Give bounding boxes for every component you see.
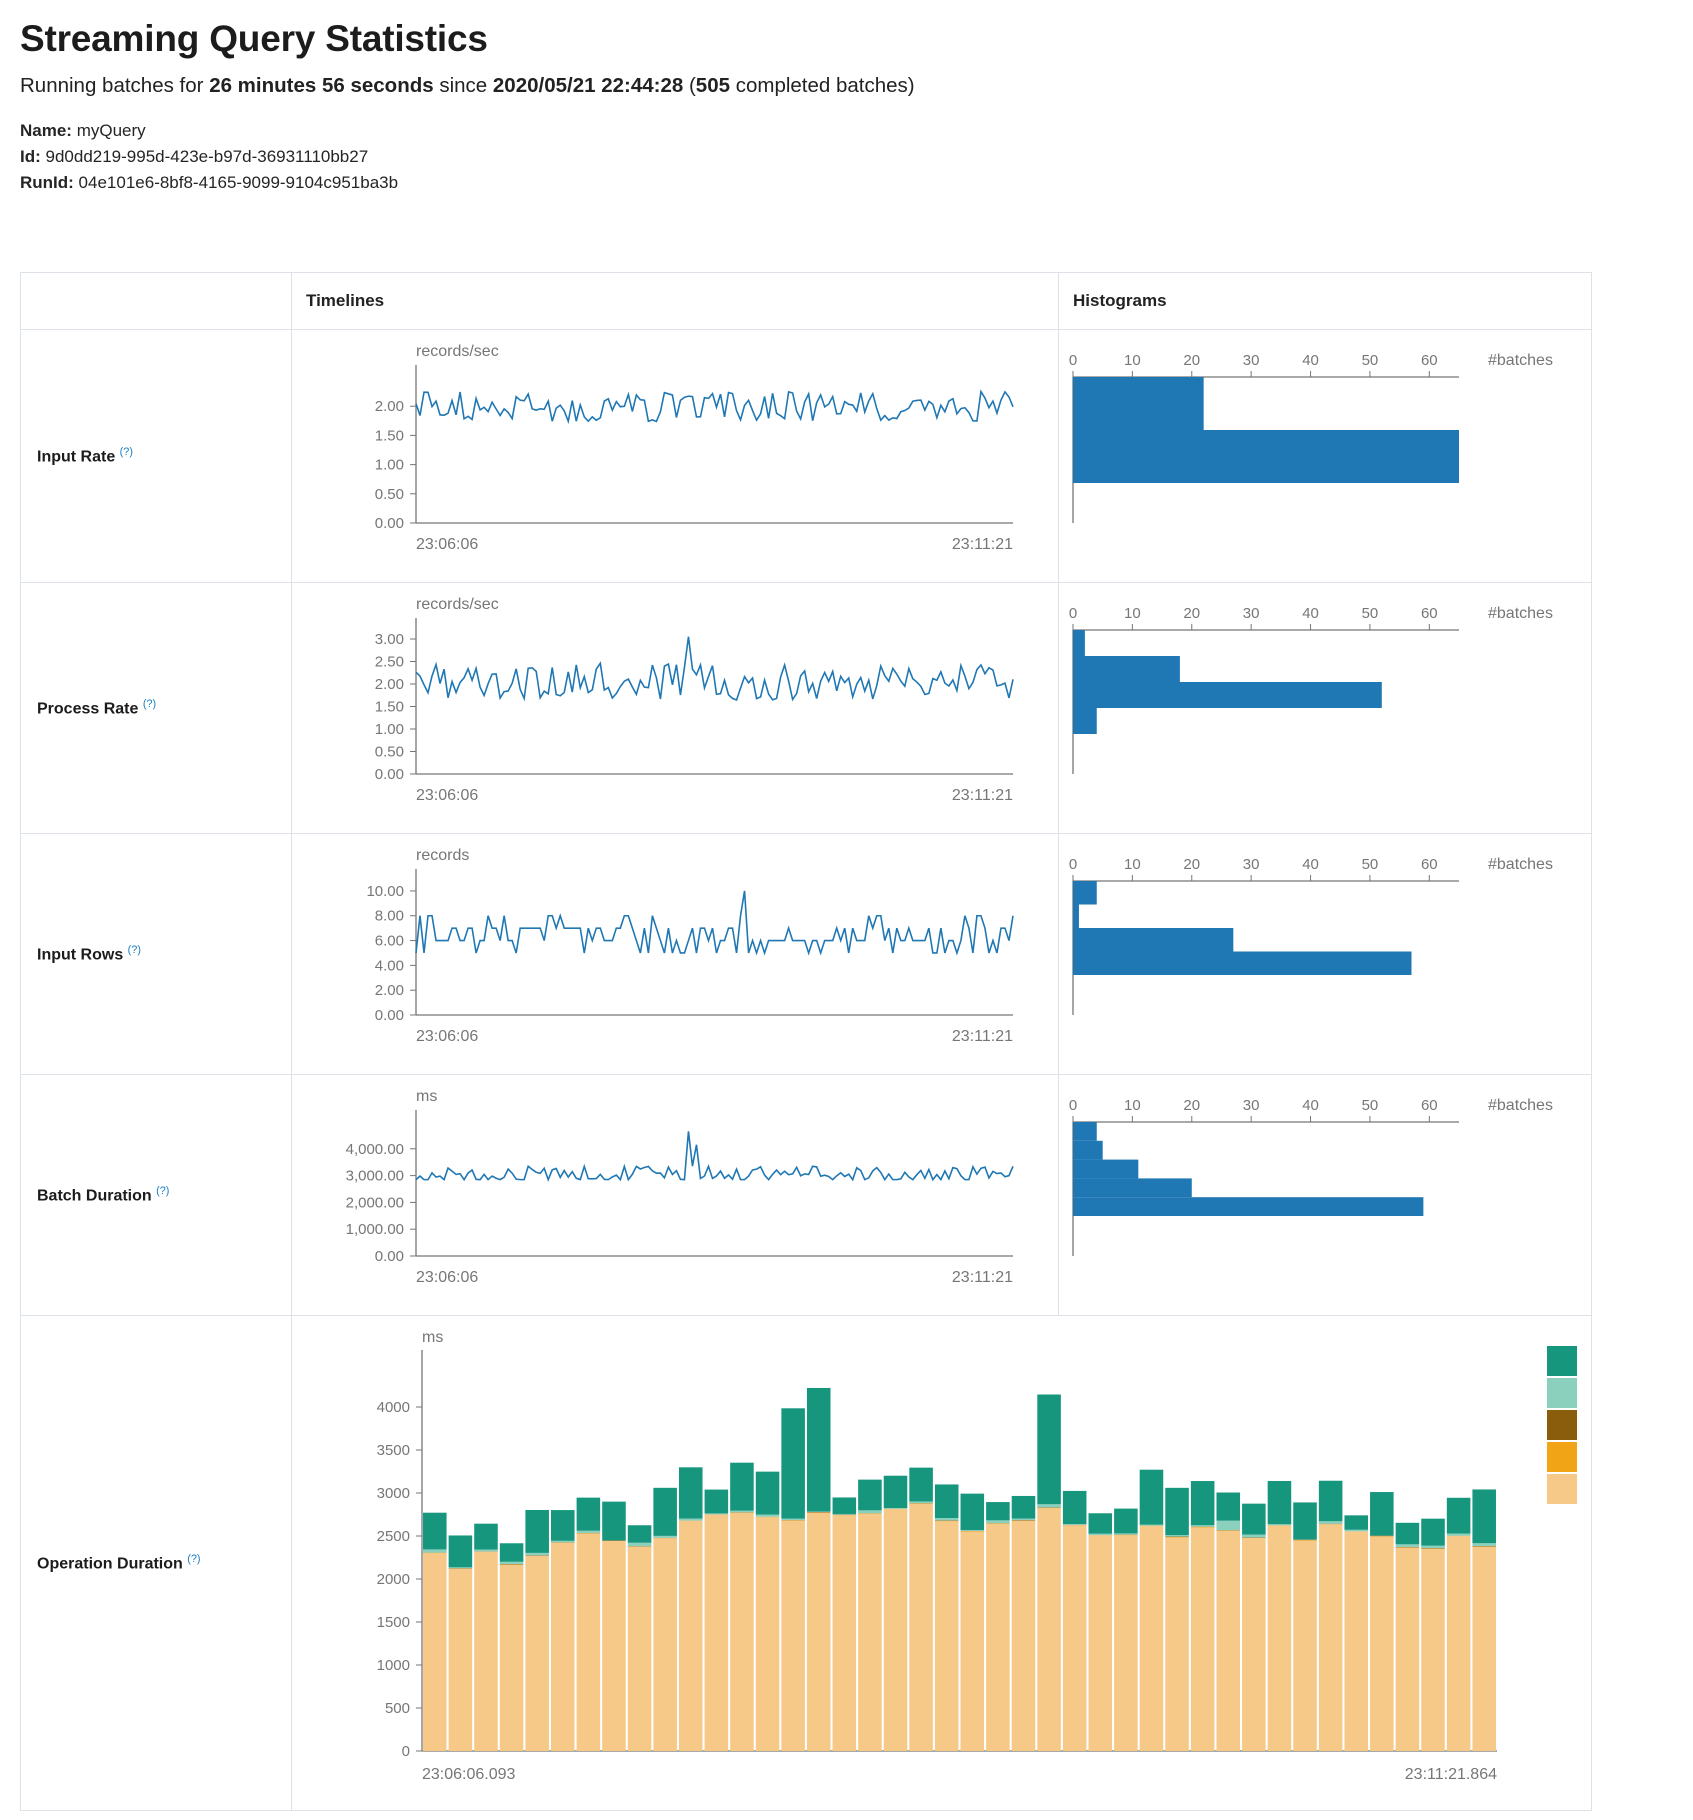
svg-text:40: 40 <box>1302 856 1319 873</box>
svg-text:10: 10 <box>1124 1097 1141 1114</box>
svg-text:50: 50 <box>1362 352 1379 369</box>
svg-text:1000: 1000 <box>377 1657 410 1674</box>
svg-text:0.00: 0.00 <box>375 766 404 783</box>
svg-text:1500: 1500 <box>377 1614 410 1631</box>
svg-text:23:06:06: 23:06:06 <box>416 1028 478 1045</box>
svg-text:23:06:06: 23:06:06 <box>416 536 478 553</box>
svg-text:records: records <box>416 847 469 864</box>
svg-text:23:06:06.093: 23:06:06.093 <box>422 1766 516 1783</box>
svg-text:2000: 2000 <box>377 1571 410 1588</box>
svg-text:3000: 3000 <box>377 1485 410 1502</box>
svg-text:2.00: 2.00 <box>375 398 404 415</box>
svg-text:20: 20 <box>1183 605 1200 622</box>
svg-text:50: 50 <box>1362 856 1379 873</box>
svg-text:60: 60 <box>1421 1097 1438 1114</box>
svg-text:20: 20 <box>1183 352 1200 369</box>
svg-text:23:11:21: 23:11:21 <box>952 536 1013 553</box>
svg-text:8.00: 8.00 <box>375 908 404 925</box>
svg-text:2.50: 2.50 <box>375 654 404 671</box>
svg-text:1,000.00: 1,000.00 <box>346 1221 404 1238</box>
svg-text:1.50: 1.50 <box>375 427 404 444</box>
svg-text:1.50: 1.50 <box>375 699 404 716</box>
svg-text:#batches: #batches <box>1488 352 1553 369</box>
svg-text:500: 500 <box>385 1700 410 1717</box>
svg-text:#batches: #batches <box>1488 1097 1553 1114</box>
svg-text:20: 20 <box>1183 856 1200 873</box>
svg-text:records/sec: records/sec <box>416 343 499 360</box>
svg-text:3.00: 3.00 <box>375 631 404 648</box>
svg-text:ms: ms <box>416 1088 437 1105</box>
svg-text:23:11:21: 23:11:21 <box>952 1269 1013 1286</box>
svg-text:23:11:21: 23:11:21 <box>952 1028 1013 1045</box>
svg-text:10: 10 <box>1124 856 1141 873</box>
svg-text:10: 10 <box>1124 352 1141 369</box>
svg-text:60: 60 <box>1421 352 1438 369</box>
svg-text:40: 40 <box>1302 1097 1319 1114</box>
svg-text:0: 0 <box>1069 605 1077 622</box>
svg-text:0.00: 0.00 <box>375 1007 404 1024</box>
svg-text:0.50: 0.50 <box>375 486 404 503</box>
svg-text:2500: 2500 <box>377 1528 410 1545</box>
svg-text:30: 30 <box>1243 1097 1260 1114</box>
svg-text:30: 30 <box>1243 605 1260 622</box>
svg-text:#batches: #batches <box>1488 856 1553 873</box>
svg-text:0.00: 0.00 <box>375 515 404 532</box>
svg-text:records/sec: records/sec <box>416 596 499 613</box>
svg-text:23:11:21: 23:11:21 <box>952 787 1013 804</box>
svg-text:6.00: 6.00 <box>375 933 404 950</box>
svg-text:4,000.00: 4,000.00 <box>346 1141 404 1158</box>
svg-text:0: 0 <box>1069 856 1077 873</box>
svg-text:2.00: 2.00 <box>375 676 404 693</box>
svg-text:23:06:06: 23:06:06 <box>416 787 478 804</box>
svg-text:ms: ms <box>422 1329 443 1346</box>
svg-text:40: 40 <box>1302 605 1319 622</box>
svg-text:0.50: 0.50 <box>375 744 404 761</box>
svg-text:0: 0 <box>1069 1097 1077 1114</box>
svg-text:1.00: 1.00 <box>375 457 404 474</box>
svg-text:4.00: 4.00 <box>375 957 404 974</box>
svg-text:60: 60 <box>1421 856 1438 873</box>
svg-text:50: 50 <box>1362 605 1379 622</box>
svg-text:30: 30 <box>1243 352 1260 369</box>
svg-text:30: 30 <box>1243 856 1260 873</box>
svg-text:10: 10 <box>1124 605 1141 622</box>
svg-text:2.00: 2.00 <box>375 982 404 999</box>
svg-text:50: 50 <box>1362 1097 1379 1114</box>
svg-text:1.00: 1.00 <box>375 721 404 738</box>
svg-text:20: 20 <box>1183 1097 1200 1114</box>
svg-text:0: 0 <box>1069 352 1077 369</box>
svg-text:3,000.00: 3,000.00 <box>346 1168 404 1185</box>
svg-text:2,000.00: 2,000.00 <box>346 1194 404 1211</box>
svg-text:4000: 4000 <box>377 1399 410 1416</box>
svg-text:#batches: #batches <box>1488 605 1553 622</box>
svg-text:10.00: 10.00 <box>366 883 404 900</box>
svg-text:40: 40 <box>1302 352 1319 369</box>
svg-text:0: 0 <box>402 1743 410 1760</box>
svg-text:23:11:21.864: 23:11:21.864 <box>1405 1766 1497 1783</box>
svg-text:0.00: 0.00 <box>375 1248 404 1265</box>
svg-text:3500: 3500 <box>377 1442 410 1459</box>
svg-text:60: 60 <box>1421 605 1438 622</box>
svg-text:23:06:06: 23:06:06 <box>416 1269 478 1286</box>
